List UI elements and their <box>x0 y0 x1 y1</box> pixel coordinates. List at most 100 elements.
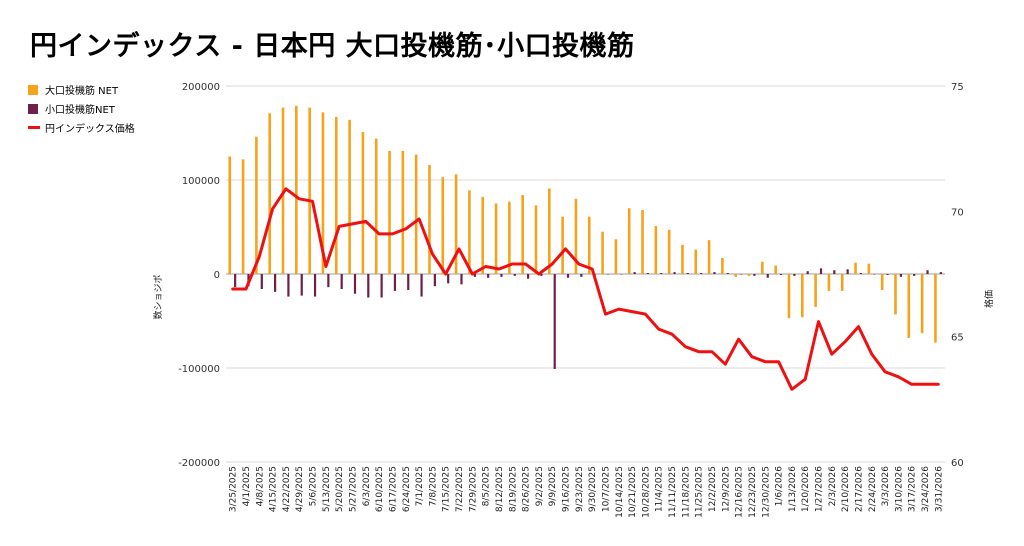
small-net-bar-22 <box>526 274 530 279</box>
x-tick-label-37: 12/9/2025 <box>721 466 731 512</box>
large-net-bar-21 <box>508 201 511 274</box>
large-net-bar-12 <box>388 150 391 274</box>
legend-label-index-price: 円インデックス価格 <box>45 124 135 135</box>
left-tick-label-3: -100000 <box>178 364 220 375</box>
small-net-bar-15 <box>433 274 436 287</box>
large-net-bar-17 <box>454 174 458 274</box>
small-net-bar-21 <box>513 274 516 276</box>
large-net-bar-5 <box>295 105 298 275</box>
large-net-bar-30 <box>627 208 631 274</box>
large-net-bar-10 <box>361 132 365 274</box>
right-axis-title: 格価 <box>983 290 995 308</box>
large-net-bar-28 <box>601 231 604 274</box>
small-net-bar-19 <box>487 274 490 278</box>
x-tick-label-41: 1/6/2026 <box>775 466 785 507</box>
large-net-bar-18 <box>468 190 471 274</box>
small-net-bar-50 <box>899 274 902 277</box>
large-net-bar-36 <box>707 240 711 274</box>
x-tick-label-47: 2/17/2026 <box>854 466 864 512</box>
large-net-bar-2 <box>255 136 258 274</box>
x-tick-label-20: 8/12/2025 <box>495 466 505 512</box>
large-net-bar-8 <box>334 117 338 275</box>
x-tick-label-44: 1/27/2026 <box>815 466 825 512</box>
left-tick-label-4: -200000 <box>178 458 220 469</box>
x-tick-label-48: 2/24/2026 <box>868 466 878 512</box>
small-net-bar-49 <box>886 274 889 275</box>
left-y-axis: 200000 100000 0 -100000 -200000 <box>178 82 220 469</box>
small-net-bar-20 <box>500 274 503 277</box>
small-net-bar-18 <box>473 274 476 277</box>
x-tick-label-53: 3/31/2026 <box>934 466 944 512</box>
chart-title: 円インデックス - 日本円 大口投機筋･小口投機筋 <box>30 31 635 62</box>
small-net-bar-44 <box>819 268 823 274</box>
large-net-bar-31 <box>641 210 644 274</box>
large-net-bar-33 <box>667 229 671 274</box>
x-tick-label-19: 8/5/2025 <box>482 466 492 506</box>
left-tick-label-1: 100000 <box>182 176 220 187</box>
x-tick-label-4: 4/22/2025 <box>282 466 292 512</box>
small-net-bar-34 <box>686 273 689 274</box>
small-net-bar-51 <box>913 274 916 276</box>
small-net-bar-30 <box>633 272 636 274</box>
left-tick-label-2: 0 <box>214 270 220 281</box>
x-tick-label-35: 11/25/2025 <box>695 466 705 518</box>
x-tick-label-23: 9/2/2025 <box>535 466 545 506</box>
small-net-bar-3 <box>274 274 277 292</box>
right-y-axis: 75 70 65 60 <box>951 82 964 469</box>
small-net-bar-47 <box>859 273 863 274</box>
small-net-bar-35 <box>700 273 703 274</box>
small-net-bar-33 <box>673 272 676 274</box>
large-net-bar-32 <box>654 226 658 274</box>
large-net-bar-45 <box>827 274 831 291</box>
small-net-bar-7 <box>327 274 330 288</box>
x-tick-label-21: 8/19/2025 <box>508 466 518 512</box>
large-net-bar-27 <box>587 216 591 274</box>
x-tick-label-9: 5/27/2025 <box>348 466 358 512</box>
x-tick-label-28: 10/7/2025 <box>601 466 611 512</box>
left-axis-title: 数ショジポ <box>152 274 164 319</box>
large-net-bar-53 <box>934 274 937 343</box>
small-net-bar-37 <box>726 273 729 274</box>
large-net-bar-20 <box>494 203 498 274</box>
x-tick-label-30: 10/21/2025 <box>628 466 638 518</box>
large-net-bar-25 <box>561 216 564 274</box>
x-tick-label-18: 7/29/2025 <box>468 466 478 512</box>
small-net-bar-10 <box>367 274 370 298</box>
small-net-bar-23 <box>540 274 543 276</box>
large-net-bar-43 <box>800 274 804 318</box>
large-net-bar-13 <box>401 150 405 274</box>
x-tick-label-17: 7/22/2025 <box>455 466 465 512</box>
large-net-bar-52 <box>920 274 924 334</box>
x-tick-label-50: 3/10/2026 <box>894 466 904 512</box>
x-tick-label-7: 5/13/2025 <box>322 466 332 512</box>
index-price-line-layer <box>231 187 940 391</box>
x-tick-label-45: 2/3/2026 <box>828 466 838 507</box>
large-net-bar-49 <box>880 274 884 290</box>
legend-item-index-price: 円インデックス価格 <box>28 118 135 137</box>
small-net-bars <box>234 268 942 369</box>
large-net-bar-42 <box>787 274 791 319</box>
large-net-bar-7 <box>321 112 325 274</box>
large-net-bar-38 <box>734 274 738 277</box>
right-tick-label-3: 60 <box>951 458 964 469</box>
x-tick-label-36: 12/2/2025 <box>708 466 718 512</box>
x-tick-label-26: 9/23/2025 <box>575 466 585 512</box>
legend-item-large-net: 大口投機筋 NET <box>28 80 135 99</box>
large-net-bar-51 <box>907 274 911 338</box>
small-net-bar-4 <box>287 274 290 297</box>
x-tick-label-38: 12/16/2025 <box>735 466 745 518</box>
x-tick-label-8: 5/20/2025 <box>335 466 345 512</box>
x-tick-label-34: 11/18/2025 <box>681 466 691 518</box>
small-net-bar-31 <box>646 273 650 274</box>
large-net-bar-14 <box>414 154 418 274</box>
large-net-bar-15 <box>428 164 431 274</box>
large-net-bar-24 <box>548 188 551 274</box>
large-net-bar-29 <box>614 239 618 274</box>
x-tick-label-14: 7/1/2025 <box>415 466 425 506</box>
x-tick-label-25: 9/16/2025 <box>562 466 572 512</box>
x-tick-label-16: 7/15/2025 <box>442 466 452 512</box>
small-net-bar-32 <box>660 273 663 274</box>
x-tick-label-43: 1/20/2026 <box>801 466 811 512</box>
large-net-bar-41 <box>774 265 777 274</box>
small-net-bar-12 <box>393 274 397 291</box>
